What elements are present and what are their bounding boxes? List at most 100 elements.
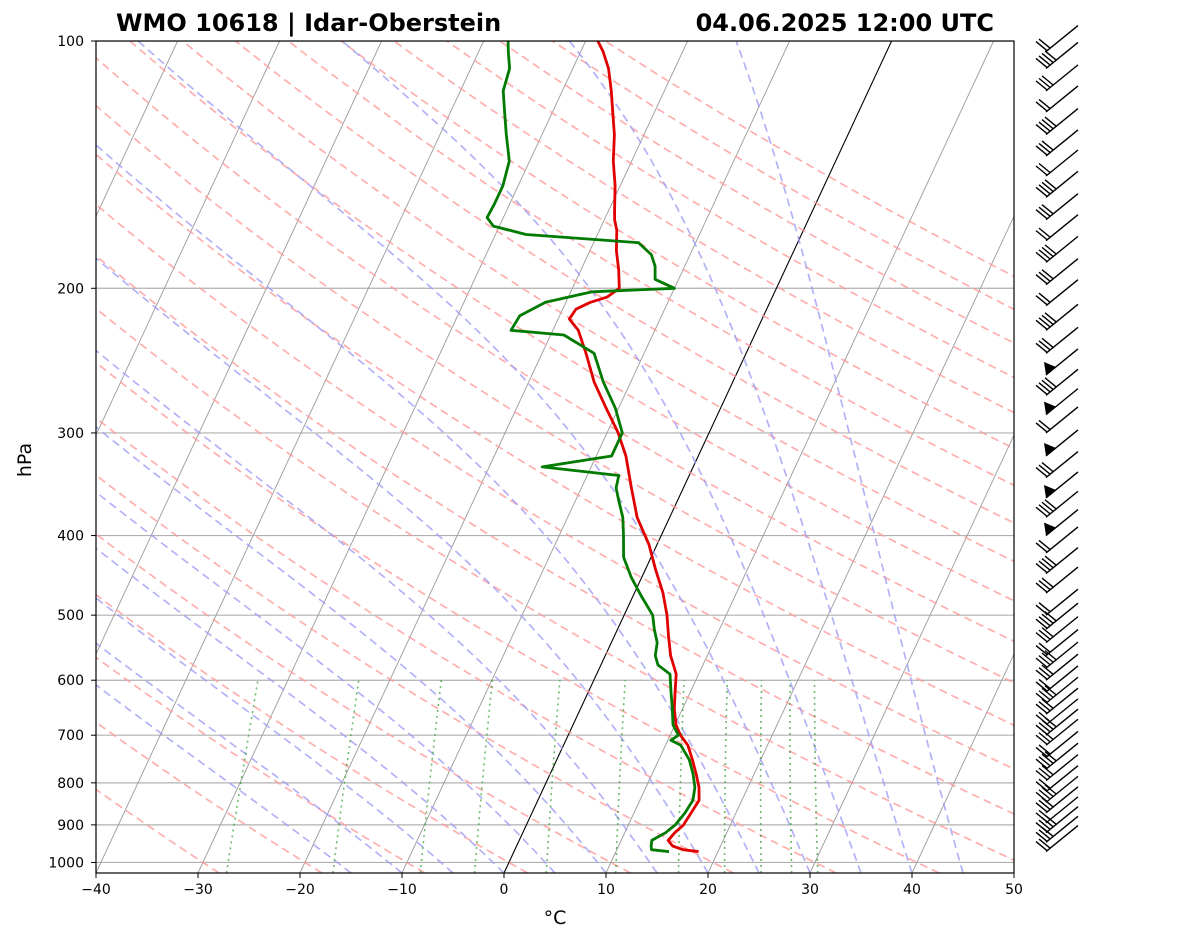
wind-barb-feather — [1035, 295, 1048, 306]
wind-barb-feather — [1041, 765, 1054, 776]
wind-barb-staff — [1045, 754, 1079, 782]
wind-barb-feather — [1038, 655, 1051, 666]
wind-barb-feather — [1035, 841, 1048, 852]
mixing-ratio-line — [473, 680, 494, 873]
wind-barb-feather — [1035, 734, 1048, 745]
moist-adiabat — [96, 349, 658, 873]
wind-barb-feather — [1038, 616, 1051, 627]
moist-adiabat — [735, 41, 964, 873]
wind-barb-feather — [1041, 462, 1054, 473]
wind-barb-feather — [1041, 652, 1054, 663]
wind-barb-feather — [1038, 317, 1051, 328]
wind-barb-feather — [1035, 251, 1048, 262]
y-tick-label: 400 — [57, 529, 84, 545]
wind-barb-staff — [1045, 526, 1079, 554]
wind-barb-feather — [1038, 162, 1051, 174]
dewpoint-profile — [485, 41, 697, 853]
wind-barb-feather — [1038, 560, 1051, 571]
wind-barb — [1035, 815, 1079, 843]
wind-barb-feather — [1038, 504, 1051, 515]
y-axis-label: hPa — [14, 443, 36, 477]
wind-barb-feather — [1035, 618, 1048, 629]
wind-barb-feather — [1041, 577, 1054, 588]
wind-barb — [1035, 303, 1079, 331]
wind-barb-feather — [1038, 711, 1051, 722]
y-tick-label: 600 — [57, 673, 84, 689]
wind-barb-feather — [1035, 230, 1048, 241]
wind-barb-pennant — [1044, 442, 1056, 456]
wind-barb-feather — [1044, 312, 1057, 323]
wind-barb-feather — [1038, 98, 1051, 109]
wind-barb — [1044, 509, 1079, 537]
wind-barb — [1044, 429, 1079, 457]
dry-adiabat — [96, 254, 1014, 815]
wind-barb-feather — [1038, 829, 1051, 840]
wind-barb-pennant — [1044, 484, 1056, 498]
wind-barb-staff — [1045, 698, 1079, 726]
isotherm-line — [911, 652, 1014, 873]
wind-barb-feather — [1035, 563, 1048, 574]
x-tick-label: 10 — [597, 882, 615, 898]
wind-barb — [1035, 547, 1079, 575]
moist-adiabat — [568, 41, 913, 873]
dry-adiabat — [96, 203, 1014, 770]
wind-barb-staff — [1045, 665, 1079, 693]
wind-barb-staff — [1045, 258, 1079, 286]
wind-barb-feather — [1035, 41, 1048, 52]
wind-barb-feather — [1038, 184, 1051, 195]
wind-barb-feather — [1041, 204, 1054, 215]
y-tick-label: 100 — [57, 34, 84, 50]
wind-barb-staff — [1045, 602, 1079, 630]
wind-barb-feather — [1035, 669, 1048, 680]
dry-adiabat — [96, 416, 837, 873]
wind-barb-feather — [1035, 692, 1048, 703]
wind-barb — [1035, 566, 1079, 594]
wind-barb — [1035, 730, 1079, 758]
wind-barb — [1035, 796, 1079, 824]
dry-adiabat — [96, 593, 529, 873]
wind-barb — [1035, 588, 1079, 616]
wind-barb-feather — [1035, 758, 1048, 769]
wind-barb-feather — [1035, 319, 1048, 330]
wind-barb-feather — [1041, 52, 1054, 63]
wind-barb-staff — [1045, 629, 1079, 657]
wind-barb-pennant — [1044, 361, 1056, 375]
wind-barb-feather — [1038, 206, 1051, 217]
y-tick-label: 200 — [57, 281, 84, 297]
zero-isotherm — [503, 41, 893, 873]
wind-barb — [1035, 754, 1079, 782]
dry-adiabat — [96, 56, 1014, 643]
wind-barb-staff — [1045, 825, 1079, 853]
dry-adiabat — [234, 41, 1014, 524]
wind-barb-staff — [1045, 653, 1079, 681]
mixing-ratio-line — [723, 680, 728, 873]
y-tick-label: 900 — [57, 818, 84, 834]
wind-barb-feather — [1035, 681, 1048, 692]
isotherm-line — [96, 41, 281, 437]
wind-barb-feather — [1035, 657, 1048, 668]
wind-barb — [1035, 41, 1079, 69]
wind-barb — [1035, 602, 1079, 630]
dry-adiabat — [96, 104, 1014, 684]
wind-barb-feather — [1038, 382, 1051, 393]
wind-barb-feather — [1035, 101, 1048, 112]
y-tick-label: 1000 — [48, 855, 84, 871]
wind-barb-staff — [1045, 616, 1079, 644]
wind-barb-feather — [1038, 580, 1051, 591]
wind-barb — [1035, 490, 1079, 518]
moist-adiabat — [96, 257, 709, 873]
isotherm-line — [401, 41, 791, 873]
wind-barb-feather — [1044, 50, 1057, 61]
mixing-ratio-line — [759, 680, 763, 873]
wind-barb-feather — [1038, 464, 1051, 475]
isotherm-line — [197, 41, 587, 873]
wind-barb — [1035, 786, 1079, 814]
wind-barb-staff — [1045, 193, 1079, 221]
isotherm-line — [809, 434, 1014, 873]
wind-barb-staff — [1045, 588, 1079, 616]
wind-barb — [1035, 193, 1079, 221]
wind-barb-staff — [1045, 765, 1079, 793]
wind-barb-feather — [1038, 55, 1051, 66]
wind-barb-feather — [1044, 650, 1057, 661]
wind-barb-feather — [1044, 377, 1057, 388]
